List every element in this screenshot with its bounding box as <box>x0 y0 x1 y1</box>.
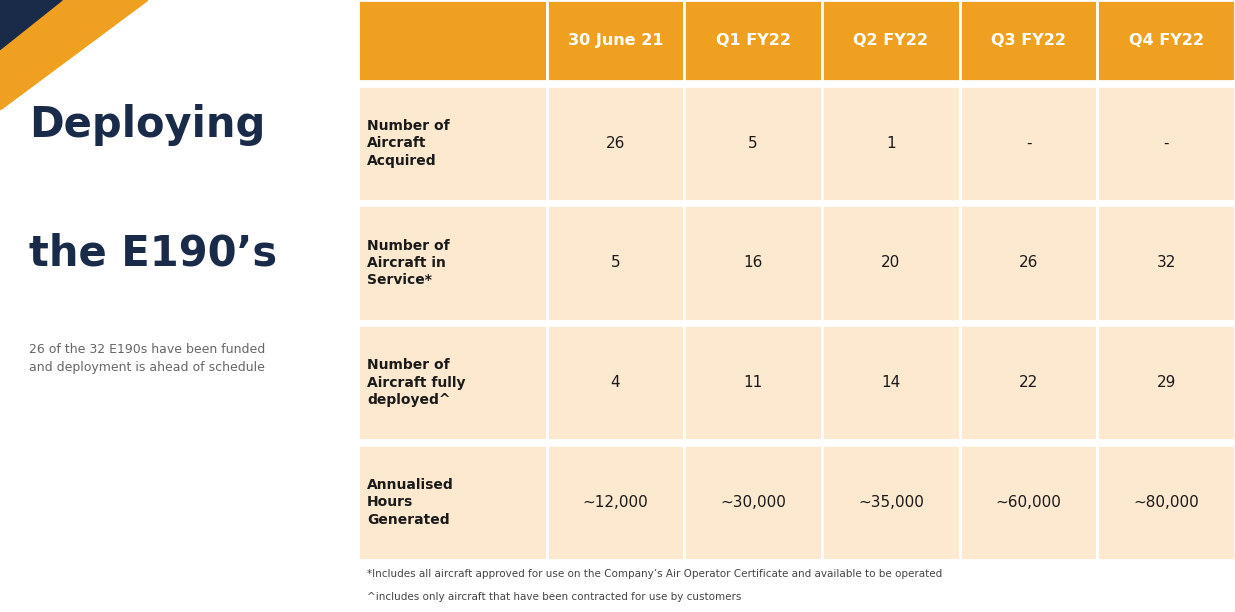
Text: Q2 FY22: Q2 FY22 <box>853 33 929 48</box>
FancyBboxPatch shape <box>960 206 1098 321</box>
Text: 1: 1 <box>885 136 895 151</box>
Text: -: - <box>1026 136 1031 151</box>
FancyBboxPatch shape <box>358 325 547 440</box>
FancyBboxPatch shape <box>1098 445 1235 560</box>
Text: ~30,000: ~30,000 <box>720 495 787 510</box>
Text: *Includes all aircraft approved for use on the Company’s Air Operator Certificat: *Includes all aircraft approved for use … <box>367 569 942 580</box>
FancyBboxPatch shape <box>684 445 823 560</box>
FancyBboxPatch shape <box>960 325 1098 440</box>
FancyBboxPatch shape <box>684 325 823 440</box>
Text: 11: 11 <box>743 375 763 390</box>
FancyBboxPatch shape <box>684 86 823 201</box>
FancyBboxPatch shape <box>823 445 960 560</box>
Text: Number of
Aircraft
Acquired: Number of Aircraft Acquired <box>367 119 450 168</box>
Text: 14: 14 <box>882 375 900 390</box>
Text: Q4 FY22: Q4 FY22 <box>1129 33 1204 48</box>
Text: 30 June 21: 30 June 21 <box>568 33 663 48</box>
Text: 16: 16 <box>743 255 763 271</box>
Text: Q1 FY22: Q1 FY22 <box>715 33 790 48</box>
FancyBboxPatch shape <box>684 0 823 81</box>
Text: ^includes only aircraft that have been contracted for use by customers: ^includes only aircraft that have been c… <box>367 592 741 602</box>
Text: 26: 26 <box>606 136 625 151</box>
Text: the E190’s: the E190’s <box>30 233 278 275</box>
Text: Number of
Aircraft in
Service*: Number of Aircraft in Service* <box>367 239 450 287</box>
Text: ~35,000: ~35,000 <box>858 495 924 510</box>
FancyBboxPatch shape <box>547 206 684 321</box>
Text: Number of
Aircraft fully
deployed^: Number of Aircraft fully deployed^ <box>367 359 466 407</box>
Text: Q3 FY22: Q3 FY22 <box>990 33 1066 48</box>
FancyBboxPatch shape <box>960 86 1098 201</box>
Text: 22: 22 <box>1019 375 1039 390</box>
Text: Annualised
Hours
Generated: Annualised Hours Generated <box>367 478 453 527</box>
FancyBboxPatch shape <box>547 86 684 201</box>
Text: 5: 5 <box>610 255 620 271</box>
Polygon shape <box>0 0 148 110</box>
Text: ~12,000: ~12,000 <box>583 495 648 510</box>
FancyBboxPatch shape <box>358 445 547 560</box>
FancyBboxPatch shape <box>823 206 960 321</box>
Text: 26 of the 32 E190s have been funded
and deployment is ahead of schedule: 26 of the 32 E190s have been funded and … <box>30 343 266 374</box>
Text: 4: 4 <box>610 375 620 390</box>
FancyBboxPatch shape <box>1098 0 1235 81</box>
Text: 20: 20 <box>882 255 900 271</box>
Text: 5: 5 <box>748 136 758 151</box>
FancyBboxPatch shape <box>960 0 1098 81</box>
Text: ~80,000: ~80,000 <box>1134 495 1199 510</box>
Text: 29: 29 <box>1156 375 1176 390</box>
FancyBboxPatch shape <box>547 445 684 560</box>
FancyBboxPatch shape <box>358 0 547 81</box>
FancyBboxPatch shape <box>358 206 547 321</box>
FancyBboxPatch shape <box>1098 86 1235 201</box>
FancyBboxPatch shape <box>358 86 547 201</box>
FancyBboxPatch shape <box>547 0 684 81</box>
FancyBboxPatch shape <box>823 86 960 201</box>
Polygon shape <box>0 0 62 50</box>
FancyBboxPatch shape <box>547 325 684 440</box>
Text: Deploying: Deploying <box>30 104 266 146</box>
FancyBboxPatch shape <box>823 0 960 81</box>
FancyBboxPatch shape <box>960 445 1098 560</box>
Text: ~60,000: ~60,000 <box>995 495 1061 510</box>
FancyBboxPatch shape <box>1098 325 1235 440</box>
FancyBboxPatch shape <box>1098 206 1235 321</box>
FancyBboxPatch shape <box>684 206 823 321</box>
Text: 32: 32 <box>1156 255 1176 271</box>
Text: 26: 26 <box>1019 255 1039 271</box>
FancyBboxPatch shape <box>823 325 960 440</box>
Text: -: - <box>1163 136 1168 151</box>
